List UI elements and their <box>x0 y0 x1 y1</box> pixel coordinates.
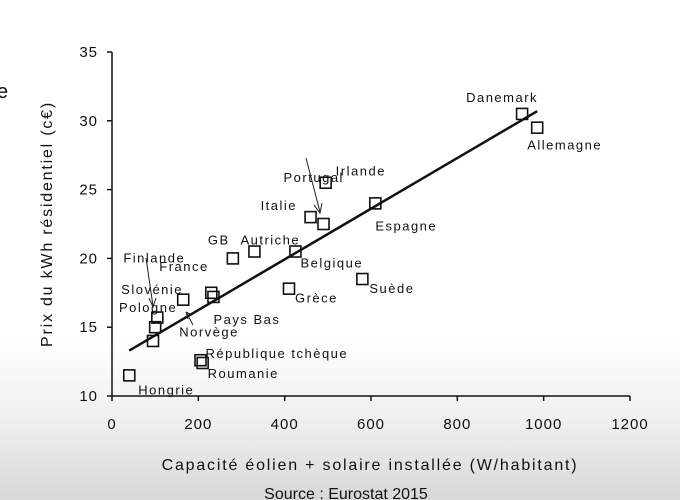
data-point <box>515 107 529 121</box>
trendline <box>128 110 538 352</box>
point-label: Irlande <box>336 164 386 179</box>
y-tick-label: 20 <box>79 250 98 267</box>
point-label: Finlande <box>123 251 185 266</box>
point-label: France <box>159 259 208 274</box>
x-tick-label: 200 <box>184 416 212 433</box>
edge-text-fragment: e <box>0 81 8 103</box>
x-tick-label: 600 <box>357 416 385 433</box>
leader-portugal <box>305 157 321 213</box>
data-point <box>204 286 218 300</box>
point-label: Roumanie <box>208 366 279 381</box>
tick-marks <box>107 51 631 401</box>
y-axis-title: Prix du kWh résidentiel (c€) <box>39 101 56 347</box>
point-label: Hongrie <box>138 382 194 397</box>
data-point <box>282 282 296 295</box>
data-point <box>148 320 162 334</box>
data-point <box>530 121 544 134</box>
data-point <box>176 293 190 306</box>
point-label: GB <box>208 232 230 247</box>
y-tick-label: 25 <box>79 182 98 199</box>
x-tick-label: 0 <box>107 416 116 433</box>
point-label: République tchèque <box>205 346 348 361</box>
data-point <box>226 252 240 265</box>
point-label: Belgique <box>300 256 363 271</box>
point-label: Norvège <box>179 325 239 340</box>
data-point <box>194 353 207 367</box>
point-label: Grèce <box>295 291 338 306</box>
data-point <box>369 197 382 210</box>
y-tick-label: 10 <box>79 388 98 405</box>
data-point <box>248 245 261 258</box>
point-label: Espagne <box>375 218 437 233</box>
tick-labels: 0 200 400 600 800 1000 1200 10 15 20 25 30 35 <box>79 44 648 433</box>
y-tick-label: 30 <box>79 113 98 130</box>
source-caption: Source : Eurostat 2015 <box>264 486 428 500</box>
point-label: Portugal <box>284 170 344 185</box>
point-label: Pays Bas <box>213 312 280 327</box>
leader-pologne-head <box>148 297 157 309</box>
y-tick-label: 35 <box>79 44 98 61</box>
y-tick-label: 15 <box>79 319 98 336</box>
data-point <box>122 369 136 382</box>
data-point <box>356 272 369 286</box>
x-axis-title: Capacité éolien + solaire installée (W/h… <box>162 457 579 474</box>
point-label: Allemagne <box>527 138 602 153</box>
data-point <box>289 245 302 258</box>
x-tick-label: 1200 <box>611 416 648 433</box>
point-label: Italie <box>261 198 297 213</box>
point-label: Danemark <box>466 90 538 105</box>
point-label: Slovénie <box>121 282 183 297</box>
point-label: Pologne <box>119 300 177 315</box>
leader-portugal-head <box>313 202 323 215</box>
leader-pologne <box>145 257 154 307</box>
point-label: Autriche <box>240 233 300 248</box>
data-point <box>146 334 160 348</box>
point-label: Suède <box>369 281 414 296</box>
data-point <box>304 210 317 224</box>
data-point <box>317 217 330 231</box>
axes <box>111 52 630 397</box>
data-point <box>207 290 220 304</box>
data-point <box>319 176 332 190</box>
x-tick-label: 800 <box>443 416 471 433</box>
data-points <box>122 107 544 382</box>
x-tick-label: 1000 <box>525 416 562 433</box>
data-point <box>196 356 209 370</box>
leader-norvege <box>185 311 194 326</box>
data-point <box>151 311 164 324</box>
x-tick-label: 400 <box>271 416 299 433</box>
